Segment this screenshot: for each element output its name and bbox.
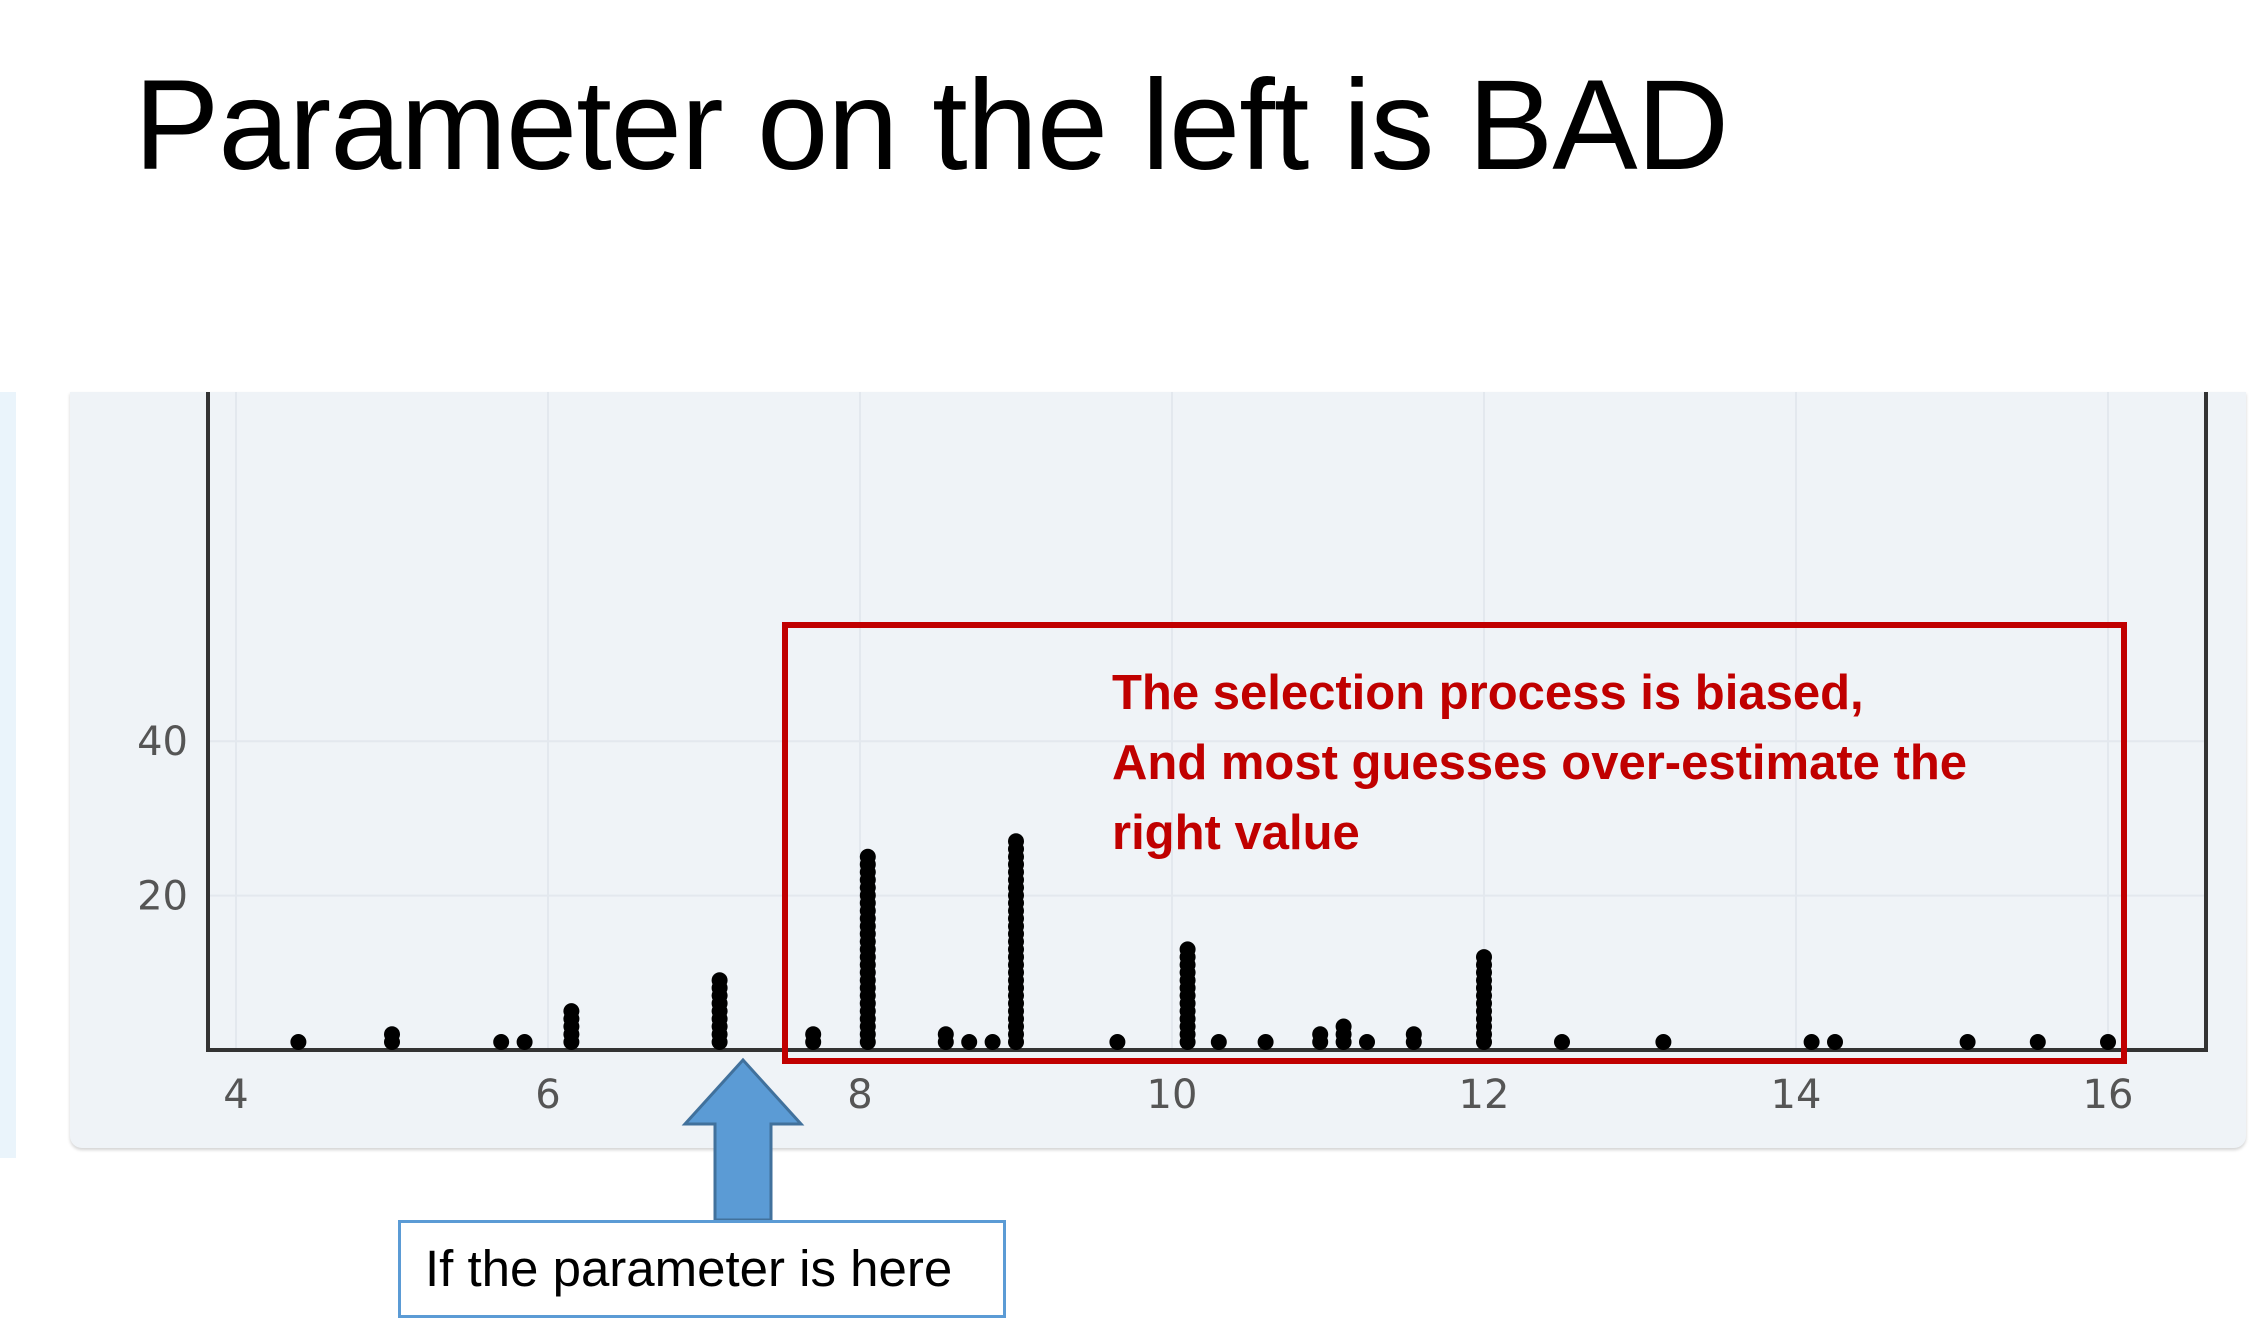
data-points [290,833,2116,1050]
data-point [2029,1034,2046,1050]
data-point [384,1026,400,1043]
callout-text: The selection process is biased, And mos… [1112,658,2112,868]
data-point [1312,1026,1329,1043]
up-arrow-icon [681,1057,805,1222]
data-point [1655,1034,1672,1050]
data-point [1257,1034,1274,1050]
x-tick-label: 16 [2083,1072,2134,1118]
left-edge-strip [0,392,16,1158]
x-tick-label: 4 [223,1072,248,1118]
data-point [1405,1026,1422,1043]
data-point [493,1034,510,1050]
data-point [805,1026,822,1043]
tick-labels: 4 6 8 10 12 14 16 20 40 [137,719,2133,1118]
callout-line-3: right value [1112,806,1360,860]
up-arrow [681,1057,805,1222]
data-point [937,1026,954,1043]
data-point [859,848,876,865]
data-point [1827,1034,1843,1050]
data-point [1008,833,1024,850]
x-tick-label: 8 [847,1072,872,1118]
data-point [290,1034,307,1050]
data-point [1803,1034,1820,1050]
y-tick-label: 20 [137,874,188,920]
data-point [1210,1034,1227,1050]
data-point [1476,949,1492,966]
data-point [2100,1034,2116,1050]
highlight-box [782,622,2127,1064]
parameter-label: If the parameter is here [398,1220,1006,1318]
data-point [1959,1034,1976,1050]
axes [206,392,2208,1052]
data-point [1109,1034,1126,1050]
x-tick-label: 14 [1771,1072,1822,1118]
data-point [1335,1018,1352,1035]
data-point [961,1034,978,1050]
data-point [516,1034,533,1050]
data-point [1554,1034,1570,1050]
data-point [984,1034,1001,1050]
data-point [563,1003,580,1020]
data-point [1179,941,1196,958]
callout-line-2: And most guesses over-estimate the [1112,736,1968,790]
x-tick-label: 10 [1147,1072,1198,1118]
data-point [1359,1034,1375,1050]
data-point [711,972,728,989]
callout-line-1: The selection process is biased, [1112,666,1864,720]
x-tick-label: 12 [1459,1072,1510,1118]
slide-title: Parameter on the left is BAD [134,54,1729,197]
x-tick-label: 6 [535,1072,560,1118]
grid-lines [208,392,2206,1050]
plot-panel [70,392,2246,1148]
y-tick-label: 40 [137,719,188,765]
